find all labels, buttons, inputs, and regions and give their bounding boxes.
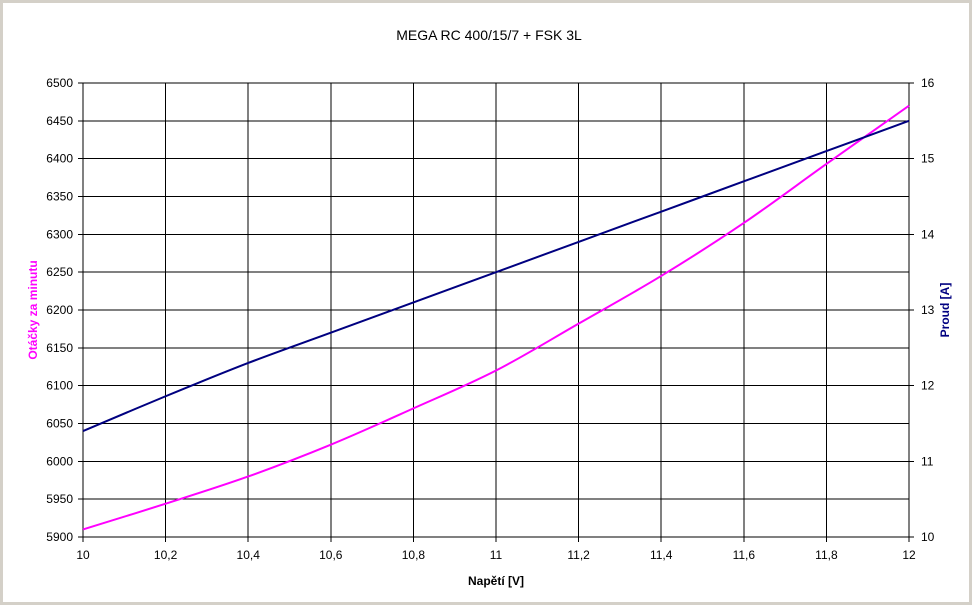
- x-tick-label: 11,4: [650, 548, 673, 562]
- x-tick-label: 10,4: [237, 548, 261, 562]
- x-tick-label: 10,6: [319, 548, 343, 562]
- x-tick-label: 11: [490, 548, 503, 562]
- x-tick-label: 10: [76, 548, 90, 562]
- y-left-tick-label: 6300: [46, 227, 73, 241]
- x-tick-label: 12: [902, 548, 916, 562]
- grid: [78, 82, 914, 542]
- x-tick-label: 11,8: [815, 548, 838, 562]
- y-right-tick-label: 10: [921, 530, 935, 544]
- series-line-otacky: [82, 104, 910, 531]
- y-left-tick-label: 5900: [46, 530, 73, 544]
- y-left-tick-label: 6450: [46, 114, 73, 128]
- y-left-tick-label: 6350: [46, 190, 73, 204]
- y-axis-right-label: Proud [A]: [938, 283, 952, 338]
- x-tick-label: 10,8: [402, 548, 426, 562]
- y-right-tick-label: 16: [921, 76, 935, 90]
- plot-area-border: [82, 82, 910, 538]
- y-left-tick-label: 6150: [46, 341, 73, 355]
- y-left-tick-label: 6400: [46, 152, 73, 166]
- y-right-tick-label: 15: [921, 152, 935, 166]
- chart: MEGA RC 400/15/7 + FSK 3L 5900 5950 6000 60…: [26, 27, 952, 588]
- y-left-tick-label: 6200: [46, 303, 73, 317]
- y-right-tick-label: 14: [921, 227, 935, 241]
- y-left-tick-label: 5950: [46, 492, 73, 506]
- series-line-proud: [82, 119, 910, 432]
- y-left-tick-label: 6050: [46, 417, 73, 431]
- y-right-tick-label: 11: [921, 454, 934, 468]
- x-tick-label: 11,6: [733, 548, 756, 562]
- y-left-tick-label: 6000: [46, 454, 73, 468]
- tick-labels: 5900 5950 6000 6050 6100 6150 6200 6250 6300 6350…: [46, 76, 934, 562]
- series-lines: [82, 104, 910, 531]
- y-left-tick-label: 6500: [46, 76, 73, 90]
- x-axis-label: Napětí [V]: [468, 574, 524, 588]
- y-left-tick-label: 6100: [46, 379, 73, 393]
- y-axis-left-label: Otáčky za minutu: [26, 260, 40, 359]
- x-tick-label: 10,2: [154, 548, 178, 562]
- x-tick-label: 11,2: [567, 548, 590, 562]
- y-right-tick-label: 12: [921, 379, 935, 393]
- y-right-tick-label: 13: [921, 303, 935, 317]
- chart-title: MEGA RC 400/15/7 + FSK 3L: [396, 27, 582, 43]
- y-left-tick-label: 6250: [46, 265, 73, 279]
